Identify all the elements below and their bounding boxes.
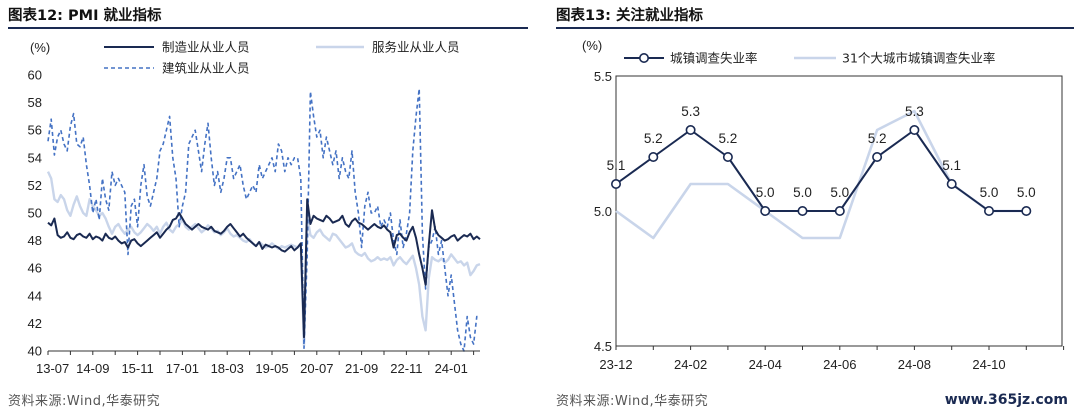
right-data-label: 5.2 [644,131,663,146]
right-data-label: 5.1 [607,158,626,173]
left-y-tick-label: 44 [28,288,42,303]
right-x-tick-label: 24-04 [749,357,782,372]
right-data-label: 5.0 [756,185,775,200]
right-data-point [983,206,994,217]
left-x-tick-label: 22-11 [390,361,422,376]
left-legend-label-services: 服务业从业人员 [372,40,460,55]
left-y-tick-label: 56 [28,123,42,138]
right-data-label: 5.0 [830,185,849,200]
left-series-line-solid-navy [47,198,481,339]
left-chart-title: 图表12: PMI 就业指标 [8,8,162,24]
left-y-tick-label: 60 [28,68,42,83]
left-x-tick-label: 15-11 [121,361,153,376]
right-legend-marker-urban [638,52,649,63]
right-data-point [610,179,621,190]
right-chart-title: 图表13: 关注就业指标 [556,8,704,24]
left-y-tick-label: 54 [28,150,42,165]
left-x-axis: 13-07 14-09 15-11 17-01 18-03 19-05 20-07 21-09… [36,350,480,376]
left-title-rule [8,27,528,29]
left-y-tick-label: 52 [28,178,42,193]
left-y-axis-label: (%) [30,40,50,55]
right-y-axis-label: (%) [582,38,602,53]
left-legend-label-manufacturing: 制造业从业人员 [162,40,250,55]
left-series-line-dashed-blue [47,88,480,352]
left-series-lines [46,88,481,352]
right-x-tick-label: 24-06 [823,357,856,372]
right-series-line-31-cities [615,109,1027,240]
right-data-point [722,152,733,163]
right-data-point [648,152,659,163]
watermark-text: www.365jz.com [944,392,1068,408]
right-data-point [946,179,957,190]
left-x-tick-label: 18-03 [211,361,244,376]
right-data-label: 5.3 [681,104,700,119]
right-data-point [797,206,808,217]
left-legend-label-construction: 建筑业从业人员 [162,61,250,76]
right-x-tick-label: 24-08 [898,357,931,372]
left-y-tick-label: 50 [28,206,42,221]
left-y-tick-label: 48 [28,233,42,248]
right-series-lines: 5.1 5.2 5.3 5.2 5.0 5.0 5.0 5.2 5.3 5.1 5.0 5.0 [607,104,1036,240]
right-data-point [760,206,771,217]
left-x-tick-label: 21-09 [345,361,378,376]
right-y-tick-label: 5.0 [594,204,612,219]
right-legend-label-31-cities: 31个大城市城镇调查失业率 [842,51,995,66]
left-source-note: 资料来源:Wind,华泰研究 [8,394,161,409]
right-data-label: 5.0 [980,185,999,200]
right-data-point [834,206,845,217]
left-y-ticks: 40 42 44 46 48 50 52 54 56 58 60 [28,68,42,359]
right-data-label: 5.0 [1017,185,1036,200]
right-x-tick-label: 24-02 [674,357,707,372]
right-data-point [685,125,696,136]
left-x-tick-label: 20-07 [300,361,333,376]
right-data-point [909,125,920,136]
right-data-label: 5.0 [793,185,812,200]
left-x-tick-label: 17-01 [166,361,199,376]
right-data-label: 5.2 [868,131,887,146]
right-data-point [1021,206,1032,217]
left-x-tick-label: 19-05 [255,361,288,376]
left-y-tick-label: 58 [28,95,42,110]
right-series-line-urban [615,129,1027,212]
left-y-tick-label: 46 [28,261,42,276]
left-y-tick-label: 42 [28,316,42,331]
right-data-point [872,152,883,163]
right-legend-label-urban: 城镇调查失业率 [670,51,758,66]
left-x-tick-label: 13-07 [36,361,69,376]
right-data-label: 5.1 [942,158,961,173]
right-title-rule [556,27,1074,29]
right-x-tick-label: 24-10 [972,357,1005,372]
right-x-axis: 23-12 24-02 24-04 24-06 24-08 24-10 [599,346,1065,372]
left-x-tick-label: 24-01 [435,361,468,376]
right-legend: 城镇调查失业率 31个大城市城镇调查失业率 [624,51,995,66]
right-y-tick-label: 5.5 [594,69,612,84]
right-y-tick-label: 4.5 [594,339,612,354]
right-y-ticks: 4.5 5.0 5.5 [594,69,612,354]
right-source-note: 资料来源:Wind,华泰研究 [556,394,709,409]
left-y-tick-label: 40 [28,344,42,359]
right-data-label: 5.3 [905,104,924,119]
left-x-tick-label: 14-09 [76,361,109,376]
right-data-label: 5.2 [719,131,738,146]
right-x-tick-label: 23-12 [599,357,632,372]
